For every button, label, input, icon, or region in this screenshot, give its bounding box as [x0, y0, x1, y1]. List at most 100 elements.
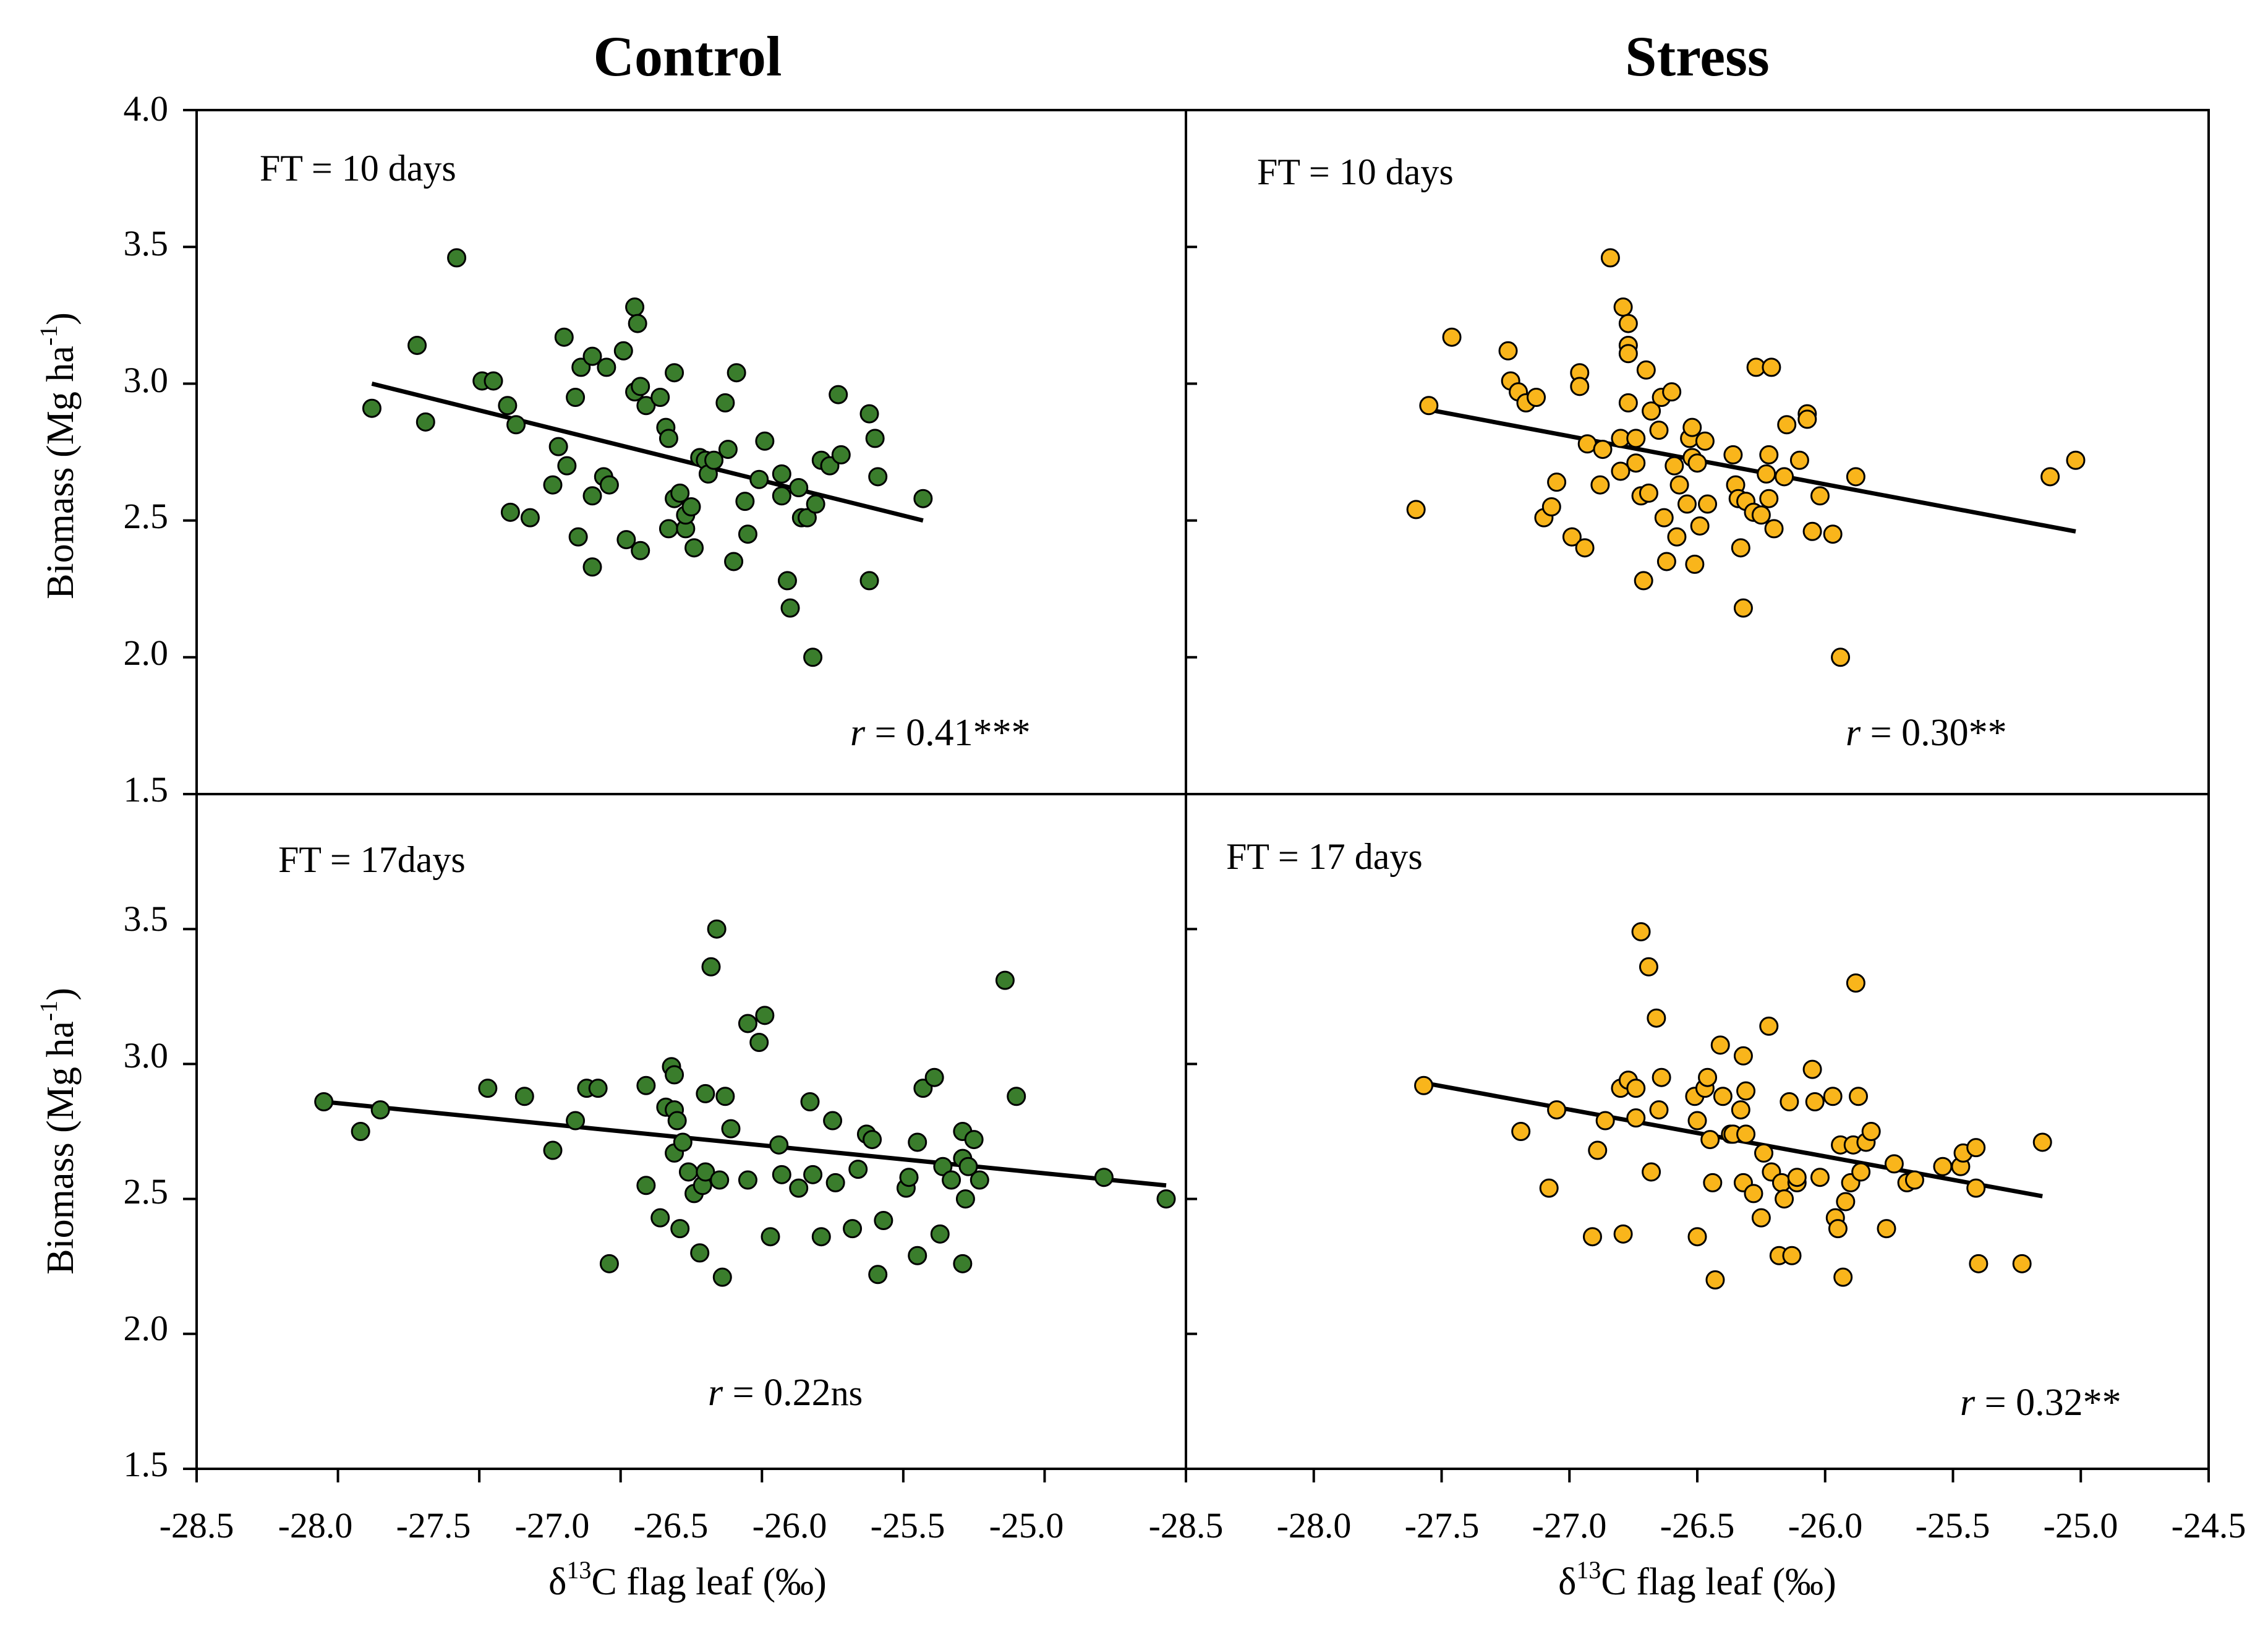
data-point [1156, 1189, 1176, 1209]
r-label-control-ft17: r = 0.22ns [708, 1372, 863, 1414]
data-point [735, 492, 755, 511]
data-point [721, 1119, 741, 1139]
data-point [933, 1157, 953, 1176]
x-tick-label: -28.0 [278, 1505, 353, 1546]
x-tick-label: -27.5 [396, 1505, 471, 1546]
data-point [1782, 1246, 1802, 1265]
data-point [820, 456, 840, 476]
data-point [1751, 1208, 1771, 1228]
data-point [1007, 1087, 1026, 1106]
data-point [738, 1170, 757, 1190]
data-point [964, 1130, 984, 1150]
data-point [650, 388, 670, 408]
data-point [362, 398, 382, 418]
regression-line [1420, 406, 2076, 534]
data-point [710, 1170, 730, 1190]
panel-label-stress-ft10: FT = 10 days [1257, 152, 1454, 192]
data-point [1723, 445, 1743, 464]
x-tick-labels-stress: -28.5 -28.0 -27.5 -27.0 -26.5 -26.0 -25.… [1149, 1505, 2246, 1546]
data-point [825, 1173, 845, 1192]
regression-line [371, 382, 924, 523]
panel-stress-ft17 [1185, 793, 2210, 1482]
data-point [1757, 464, 1776, 484]
data-point [514, 1087, 534, 1106]
data-point [543, 475, 563, 495]
data-point [636, 396, 656, 416]
data-point [924, 1067, 944, 1087]
data-point [1665, 456, 1684, 476]
data-point [1600, 248, 1620, 268]
data-point [724, 552, 744, 571]
y-tick-label: 2.0 [124, 1308, 169, 1348]
data-point [628, 314, 647, 333]
data-point [1846, 973, 1865, 993]
data-point [913, 489, 933, 508]
data-point [1802, 1059, 1822, 1079]
r-value: 0.32 [2016, 1382, 2083, 1424]
data-point [1419, 396, 1439, 416]
data-point [2012, 1254, 2032, 1273]
data-point [1851, 1162, 1871, 1182]
r-signif: ** [1969, 712, 2007, 754]
data-point [636, 1176, 656, 1195]
data-point [625, 297, 645, 317]
data-point [1969, 1254, 1989, 1273]
data-point [678, 1162, 698, 1182]
data-point [1762, 357, 1781, 377]
data-point [631, 541, 650, 560]
data-point [1590, 475, 1610, 495]
x-axis-title-rest: C flag leaf (‰) [591, 1561, 826, 1603]
data-point [506, 415, 526, 435]
data-point [631, 377, 650, 396]
data-point [908, 1246, 927, 1265]
data-point [1884, 1154, 1904, 1174]
data-point [684, 538, 704, 558]
data-point [1733, 1046, 1753, 1066]
data-point [1539, 1178, 1559, 1198]
data-point [831, 445, 851, 464]
data-point [1626, 1108, 1646, 1128]
data-point [899, 1168, 919, 1187]
y-tick-label: 2.0 [124, 633, 169, 673]
x-tick-label: -26.5 [1660, 1505, 1735, 1546]
x-tick-label: -26.0 [752, 1505, 827, 1546]
y-axis-title-bottom: Biomass (Mg ha-1) [35, 988, 82, 1275]
data-point [1802, 521, 1822, 541]
panel-label-control-ft10: FT = 10 days [260, 148, 456, 189]
y-axis-title-top: Biomass (Mg ha-1) [35, 312, 82, 599]
data-point [1094, 1168, 1114, 1187]
data-point [1613, 1224, 1633, 1244]
data-point [670, 1219, 690, 1239]
x-tick-label: -28.5 [1149, 1505, 1224, 1546]
data-point [955, 1189, 975, 1209]
data-point [1836, 1192, 1856, 1212]
data-point [1695, 431, 1715, 451]
data-point [670, 483, 690, 503]
data-point [1744, 1184, 1763, 1204]
data-point [1662, 382, 1682, 402]
data-point [1789, 450, 1809, 470]
data-point [1526, 388, 1546, 408]
data-point [859, 571, 879, 591]
data-point [1631, 922, 1651, 942]
data-point [797, 508, 817, 528]
data-point [566, 1111, 586, 1131]
x-axis-title-rest: C flag leaf (‰) [1601, 1561, 1836, 1603]
data-point [1575, 538, 1595, 558]
data-point [1705, 1270, 1725, 1290]
r-label-control-ft10: r = 0.41*** [850, 712, 1031, 754]
data-point [1713, 1087, 1733, 1106]
data-point [1797, 409, 1817, 429]
data-point [1654, 508, 1674, 528]
r-value: 0.22 [764, 1372, 831, 1414]
data-point [761, 1227, 780, 1247]
data-point [1833, 1267, 1853, 1287]
data-point [715, 1087, 735, 1106]
data-point [1639, 483, 1658, 503]
data-point [484, 371, 503, 391]
data-point [370, 1100, 390, 1120]
svg-text:Biomass (Mg ha-1): Biomass (Mg ha-1) [35, 312, 82, 599]
data-point [478, 1079, 498, 1098]
data-point [707, 919, 727, 939]
data-point [1810, 486, 1830, 506]
